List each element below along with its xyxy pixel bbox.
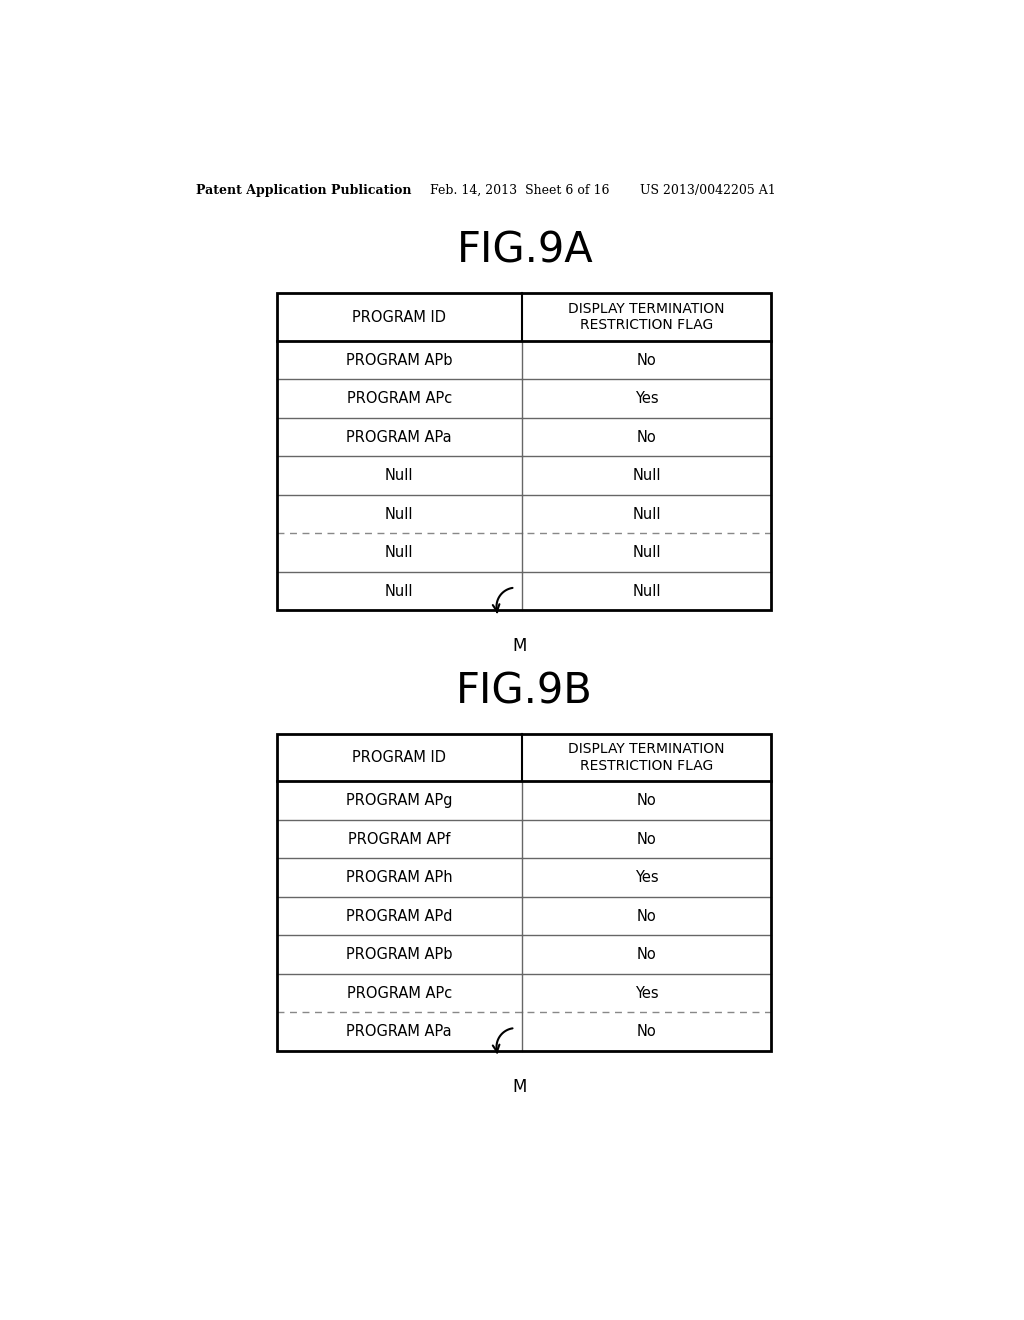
Text: Yes: Yes: [635, 391, 658, 407]
Text: PROGRAM APa: PROGRAM APa: [346, 1024, 452, 1039]
Text: No: No: [637, 793, 656, 808]
Text: PROGRAM APd: PROGRAM APd: [346, 908, 453, 924]
Text: No: No: [637, 908, 656, 924]
Bar: [276, 293, 771, 610]
Text: Yes: Yes: [635, 986, 658, 1001]
Text: PROGRAM APb: PROGRAM APb: [346, 352, 453, 368]
Text: Null: Null: [632, 469, 660, 483]
Text: Yes: Yes: [635, 870, 658, 886]
Text: PROGRAM APc: PROGRAM APc: [346, 986, 452, 1001]
Text: PROGRAM APg: PROGRAM APg: [346, 793, 453, 808]
Text: No: No: [637, 832, 656, 846]
Text: PROGRAM ID: PROGRAM ID: [352, 309, 446, 325]
Text: FIG.9B: FIG.9B: [457, 671, 593, 713]
Text: Null: Null: [632, 583, 660, 599]
Text: No: No: [637, 352, 656, 368]
Text: Null: Null: [632, 545, 660, 560]
Text: DISPLAY TERMINATION
RESTRICTION FLAG: DISPLAY TERMINATION RESTRICTION FLAG: [568, 742, 725, 772]
Text: Null: Null: [385, 583, 414, 599]
Text: Null: Null: [385, 507, 414, 521]
Text: No: No: [637, 1024, 656, 1039]
Text: US 2013/0042205 A1: US 2013/0042205 A1: [640, 185, 775, 197]
Text: PROGRAM APa: PROGRAM APa: [346, 429, 452, 445]
Text: FIG.9A: FIG.9A: [457, 230, 593, 272]
Text: Null: Null: [632, 507, 660, 521]
Text: Patent Application Publication: Patent Application Publication: [197, 185, 412, 197]
Text: PROGRAM APb: PROGRAM APb: [346, 946, 453, 962]
Text: PROGRAM APh: PROGRAM APh: [346, 870, 453, 886]
Text: M: M: [512, 638, 526, 655]
Text: Feb. 14, 2013  Sheet 6 of 16: Feb. 14, 2013 Sheet 6 of 16: [430, 185, 609, 197]
Bar: [276, 734, 771, 1051]
Text: Null: Null: [385, 545, 414, 560]
Text: DISPLAY TERMINATION
RESTRICTION FLAG: DISPLAY TERMINATION RESTRICTION FLAG: [568, 302, 725, 333]
Text: No: No: [637, 429, 656, 445]
Text: PROGRAM ID: PROGRAM ID: [352, 750, 446, 766]
Text: M: M: [512, 1077, 526, 1096]
Text: No: No: [637, 946, 656, 962]
Text: Null: Null: [385, 469, 414, 483]
Text: PROGRAM APc: PROGRAM APc: [346, 391, 452, 407]
Text: PROGRAM APf: PROGRAM APf: [348, 832, 451, 846]
